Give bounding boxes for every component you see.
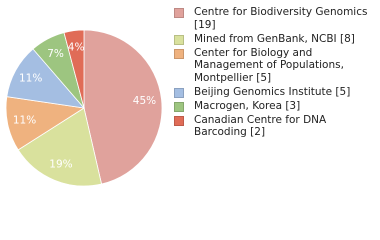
legend-label: Mined from GenBank, NCBI [8] <box>194 32 355 45</box>
pie-slice <box>63 29 85 109</box>
legend-swatch <box>174 115 184 126</box>
pie-chart: 45% 19% 11% 11% 7% 4% <box>5 29 163 187</box>
legend-label: Macrogen, Korea [3] <box>194 99 301 112</box>
pie-slice <box>83 29 163 185</box>
legend-swatch <box>174 34 184 45</box>
legend-item: Beijing Genomics Institute [5] <box>174 86 374 99</box>
legend-item: Canadian Centre for DNA Barcoding [2] <box>174 114 374 139</box>
legend-swatch <box>174 101 184 112</box>
legend-swatch <box>174 87 184 98</box>
legend: Centre for Biodiversity Genomics [19] Min… <box>174 6 374 140</box>
pie-slice <box>17 107 103 187</box>
legend-label: Centre for Biodiversity Genomics [19] <box>194 6 368 31</box>
slice-label: 11% <box>13 115 36 127</box>
legend-item: Center for Biology and Management of Pop… <box>174 47 374 85</box>
slice-label: 11% <box>19 73 42 85</box>
legend-item: Macrogen, Korea [3] <box>174 100 374 113</box>
legend-item: Mined from GenBank, NCBI [8] <box>174 33 374 46</box>
legend-item: Centre for Biodiversity Genomics [19] <box>174 6 374 31</box>
legend-label: Center for Biology and Management of Pop… <box>194 46 344 84</box>
legend-label: Canadian Centre for DNA Barcoding [2] <box>194 113 327 139</box>
slice-label: 45% <box>133 95 156 107</box>
slice-label: 19% <box>49 158 72 170</box>
slice-label: 7% <box>47 48 64 60</box>
slice-label: 4% <box>68 42 85 54</box>
legend-swatch <box>174 8 184 18</box>
legend-label: Beijing Genomics Institute [5] <box>194 85 351 98</box>
legend-swatch <box>174 48 184 59</box>
